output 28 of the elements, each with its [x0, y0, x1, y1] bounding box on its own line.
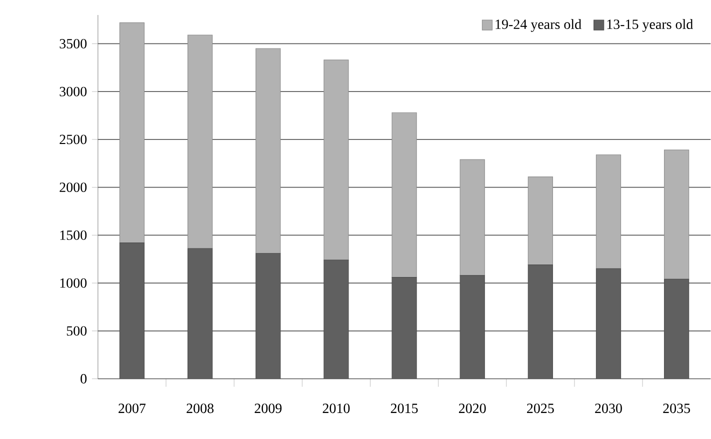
x-tick-label: 2008: [186, 404, 214, 414]
bar: [324, 60, 349, 260]
legend-label: 19-24 years old: [496, 19, 582, 32]
x-tick-label: 2020: [458, 404, 486, 414]
bar: [596, 154, 622, 270]
y-tick-label: 0: [80, 374, 87, 384]
x-tick-label: 2035: [663, 404, 690, 414]
bar: [188, 34, 213, 250]
y-tick-label: 500: [66, 326, 87, 336]
y-tick-label: 1500: [60, 230, 87, 240]
legend-label: 13-15 years old: [607, 19, 693, 32]
y-tick-label: 3000: [60, 86, 87, 96]
x-tick-label: 2025: [527, 404, 554, 414]
bar: [528, 176, 553, 266]
y-tick-label: 1000: [60, 278, 87, 288]
bar: [256, 48, 281, 254]
x-tick-label: 2015: [390, 404, 418, 414]
bar: [460, 159, 485, 276]
x-tick-label: 2007: [118, 404, 146, 414]
bar: [664, 150, 690, 280]
x-tick-label: 2010: [322, 404, 350, 414]
x-tick-label: 2030: [595, 404, 622, 414]
bar: [119, 22, 145, 244]
x-tick-label: 2009: [254, 404, 282, 414]
bar: [392, 112, 417, 278]
y-tick-label: 3500: [60, 39, 87, 49]
y-tick-label: 2500: [60, 134, 87, 144]
y-tick-label: 2000: [60, 182, 87, 192]
